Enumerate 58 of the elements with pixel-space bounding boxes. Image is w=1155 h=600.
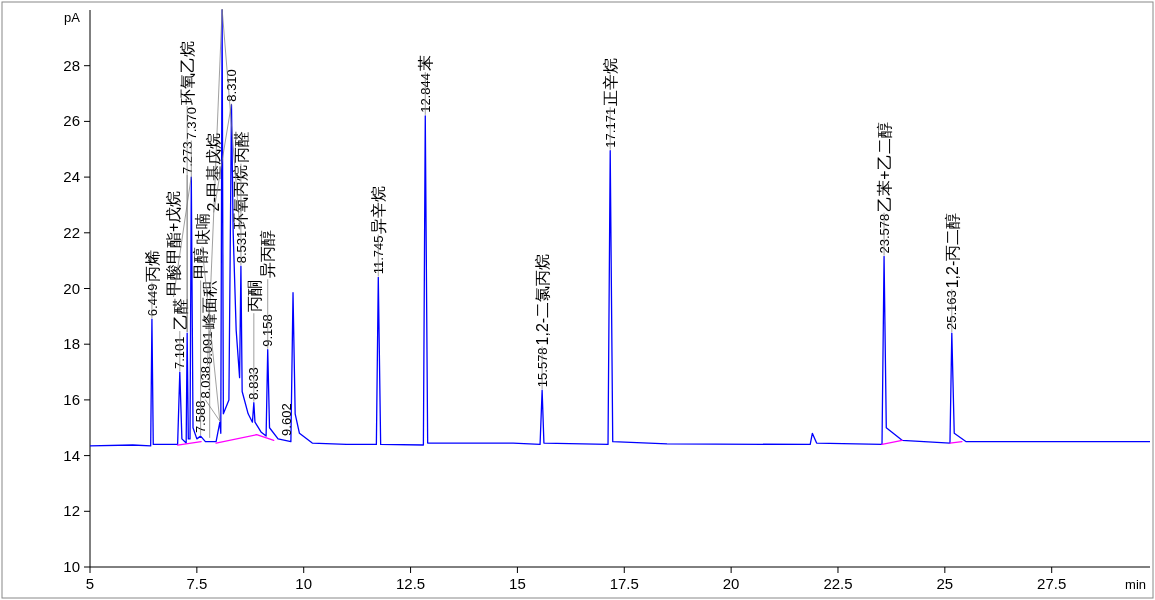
annotation: 7.273	[179, 141, 195, 175]
annotation: 9.158	[260, 314, 276, 347]
x-tick-label: 25	[936, 575, 954, 592]
x-tick-label: 15	[509, 575, 526, 592]
x-axis-title: min	[1125, 577, 1146, 592]
annotation: 7.101	[172, 336, 188, 370]
annotation: 1,2-二氯丙烷	[533, 253, 551, 346]
annotation: 丙烯	[143, 249, 161, 282]
y-tick-label: 14	[63, 446, 80, 464]
annotation: 17.171	[602, 107, 618, 148]
annotation: 异辛烷	[370, 185, 388, 234]
annotation: 环氧丙烷	[231, 164, 249, 229]
annotation: 乙苯+乙二醇	[875, 122, 893, 212]
annotation: 甲酸甲酯+戊烷	[165, 190, 183, 297]
annotation: 苯	[417, 55, 435, 72]
annotation: 23.578	[876, 213, 892, 254]
annotation: 甲醇	[192, 247, 210, 280]
annotation: 8.833	[246, 367, 262, 400]
x-tick-label: 20	[722, 575, 740, 592]
annotation: 7.588	[193, 400, 209, 434]
annotation: 呋喃	[193, 213, 211, 246]
annotation: 正辛烷	[601, 57, 619, 106]
y-tick-label: 28	[63, 56, 80, 74]
y-tick-label: 12	[63, 502, 80, 520]
y-tick-label: 26	[63, 112, 80, 130]
annotation: 8.038	[197, 366, 213, 399]
annotation: 25.163	[944, 290, 960, 331]
x-tick-label: 7.5	[186, 575, 208, 592]
annotation: 丙酮	[245, 280, 263, 313]
annotation: 8.531	[233, 230, 249, 264]
y-tick-label: 10	[63, 558, 80, 575]
annotation: 12.844	[417, 73, 433, 113]
y-tick-label: 20	[63, 279, 80, 297]
x-tick-label: 17.5	[609, 575, 639, 592]
x-tick-label: 12.5	[395, 575, 426, 592]
annotation: 异丙醇	[259, 230, 277, 279]
x-tick-label: 22.5	[823, 575, 853, 592]
y-tick-label: 24	[63, 168, 80, 186]
annotation: 1,2-丙二醇	[943, 212, 961, 289]
annotation: 6.449	[144, 283, 160, 317]
annotation: 8.310	[224, 69, 240, 102]
annotation: 9.602	[279, 403, 295, 436]
y-axis-title: pA	[64, 10, 81, 25]
y-tick-label: 16	[63, 390, 80, 408]
annotation: 7.370	[183, 107, 199, 140]
annotation: 乙醛	[171, 298, 189, 331]
annotation: 11.745	[370, 235, 386, 275]
annotation: 峰面积	[201, 281, 219, 330]
y-tick-label: 18	[63, 335, 80, 353]
x-tick-label: 10	[295, 575, 313, 592]
x-tick-label: 27.5	[1037, 575, 1067, 592]
y-tick-label: 22	[63, 223, 80, 241]
annotation: 丙醛	[232, 130, 250, 163]
annotation: 15.578	[534, 347, 550, 388]
annotation: 环氧乙烷	[178, 41, 196, 106]
annotation: 8.091	[200, 331, 216, 365]
annotation: 2-甲基戊烷	[205, 133, 223, 212]
x-tick-label: 5	[85, 575, 95, 592]
